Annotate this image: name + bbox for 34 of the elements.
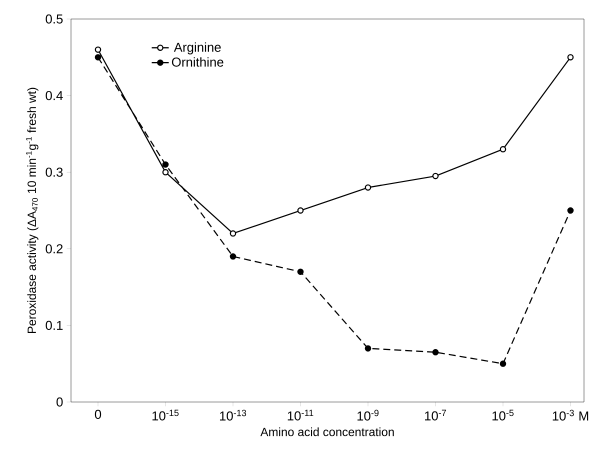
x-tick-label: 10$^{-13}$ bbox=[220, 410, 246, 421]
legend-label: Arginine bbox=[174, 42, 221, 54]
y-tick-label: 0.4 bbox=[46, 91, 63, 100]
y-tick-label: 0.2 bbox=[46, 244, 63, 254]
x-tick-label: 0 bbox=[94, 410, 102, 419]
point bbox=[364, 345, 372, 352]
y-tick-label: 0.3 bbox=[46, 168, 63, 177]
point bbox=[567, 54, 574, 60]
x-tick-label: 10$^{-5}$ bbox=[492, 410, 514, 420]
x-tick-label: 10$^{-7}$ bbox=[425, 410, 446, 420]
point bbox=[432, 349, 439, 356]
point bbox=[297, 207, 304, 214]
y-tick-label: 0 bbox=[56, 397, 63, 407]
y-tick-label: 0.5 bbox=[46, 14, 63, 24]
x-tick-label: 10$^{-11}$ bbox=[288, 410, 314, 420]
legend-label: Ornithine bbox=[172, 57, 224, 67]
point bbox=[162, 169, 169, 176]
x-tick-label: 10$^{-15}$ bbox=[152, 410, 179, 420]
point bbox=[297, 268, 304, 275]
point bbox=[94, 46, 102, 53]
point bbox=[230, 230, 236, 237]
point bbox=[500, 146, 506, 152]
x-tick-label: 10$^{-3}$ M bbox=[552, 410, 588, 421]
point bbox=[500, 360, 506, 367]
point bbox=[567, 207, 574, 214]
point bbox=[94, 54, 102, 60]
point bbox=[364, 184, 372, 191]
y-axis-title: Peroxidase activity (ΔA$_{470}$ 10 min$^{-1}$g$^{-1}$ fresh wt) bbox=[26, 88, 38, 333]
point bbox=[162, 161, 169, 168]
y-tick-label: 0.1 bbox=[46, 320, 63, 330]
point bbox=[432, 172, 439, 180]
point bbox=[230, 253, 236, 260]
x-tick-label: 10$^{-9}$ bbox=[358, 410, 379, 421]
x-axis-title: Amino acid concentration bbox=[260, 427, 394, 436]
